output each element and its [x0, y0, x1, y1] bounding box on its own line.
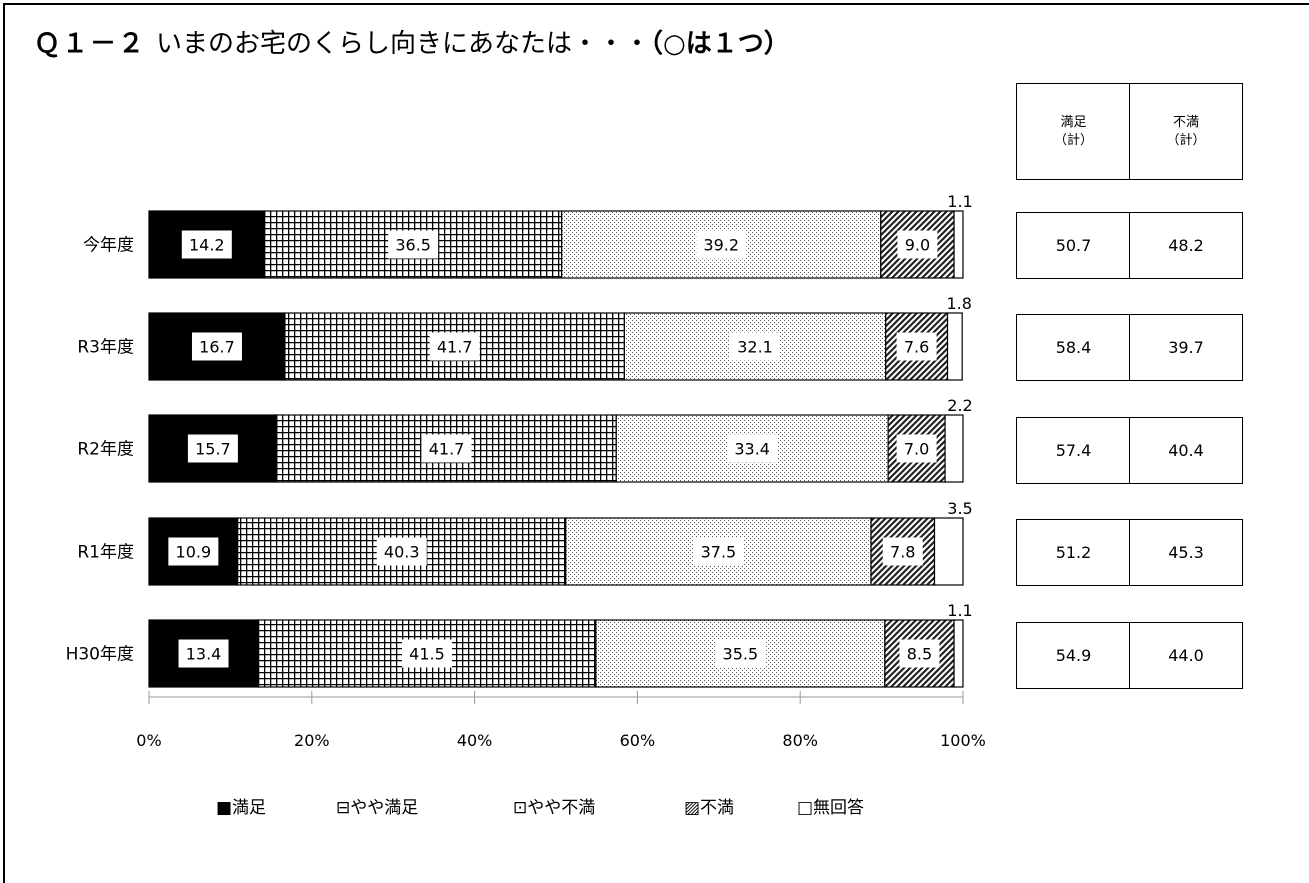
legend-item-dissatisfied: ▨不満	[684, 798, 734, 818]
satisfied-total-cell: 51.2	[1016, 519, 1131, 586]
data-label-box	[187, 434, 238, 463]
bar-segment-no-answer	[953, 210, 964, 279]
x-tick-label: 100%	[940, 731, 986, 750]
data-label-box	[727, 434, 778, 463]
data-label: 9.0	[905, 236, 930, 255]
data-label: 32.1	[737, 338, 773, 357]
data-label-box	[388, 230, 439, 259]
satisfied-total-cell: 50.7	[1016, 212, 1131, 279]
bar-segment-no-answer	[953, 619, 964, 688]
category-label: R1年度	[77, 543, 134, 563]
data-label-box	[896, 332, 937, 361]
data-label: 14.2	[189, 236, 225, 255]
dissatisfied-total-cell: 39.7	[1129, 314, 1243, 381]
data-label-box	[897, 230, 938, 259]
data-label: 7.0	[904, 440, 929, 459]
data-label-no-answer: 1.8	[946, 294, 971, 313]
data-label: 13.4	[186, 645, 222, 664]
header-sublabel: （計）	[1166, 132, 1206, 148]
data-label: 33.4	[734, 440, 770, 459]
dissatisfied-total-cell: 44.0	[1129, 622, 1243, 689]
data-label-box	[181, 230, 232, 259]
data-label-no-answer: 1.1	[947, 192, 972, 211]
data-label: 40.3	[384, 543, 420, 562]
data-label: 7.8	[890, 543, 915, 562]
data-label-box	[191, 332, 242, 361]
dissatisfied-total-cell: 45.3	[1129, 519, 1243, 586]
data-label: 10.9	[176, 543, 212, 562]
data-label: 7.6	[904, 338, 929, 357]
data-label-box	[715, 639, 766, 668]
data-label-box	[696, 230, 747, 259]
satisfied-total-cell: 54.9	[1016, 622, 1131, 689]
data-label: 15.7	[195, 440, 231, 459]
dissatisfied-total-cell: 40.4	[1129, 417, 1243, 484]
data-label-box	[730, 332, 781, 361]
category-label: 今年度	[83, 236, 134, 256]
data-label: 16.7	[199, 338, 235, 357]
bar-segment-no-answer	[933, 517, 964, 586]
data-label-box	[401, 639, 452, 668]
question-number: Ｑ１－２	[34, 29, 147, 59]
data-label-box	[421, 434, 472, 463]
chart-frame	[3, 3, 1309, 883]
header-dissatisfied-total: 不満 （計）	[1129, 83, 1243, 180]
x-tick-label: 40%	[457, 731, 493, 750]
data-label-box	[178, 639, 229, 668]
data-label-box	[168, 537, 219, 566]
category-label: R3年度	[77, 338, 134, 358]
data-label: 8.5	[907, 645, 932, 664]
data-label-no-answer: 3.5	[947, 499, 972, 518]
data-label: 37.5	[701, 543, 737, 562]
question-title: Ｑ１－２ いまのお宅のくらし向きにあなたは・・・（○は１つ）	[34, 24, 790, 64]
x-tick-label: 0%	[136, 731, 161, 750]
data-label-box	[693, 537, 744, 566]
header-label: 不満	[1172, 114, 1199, 130]
data-label: 35.5	[723, 645, 759, 664]
data-label-box	[882, 537, 923, 566]
x-tick-label: 20%	[294, 731, 330, 750]
legend-item-satisfied: ■満足	[216, 798, 266, 818]
dissatisfied-total-cell: 48.2	[1129, 212, 1243, 279]
bar-segment-no-answer	[946, 312, 963, 381]
bar-segment-no-answer	[944, 414, 964, 483]
data-label-box	[376, 537, 427, 566]
satisfied-total-cell: 58.4	[1016, 314, 1131, 381]
legend-item-somewhat-dissatisfied: ⊡やや不満	[513, 798, 595, 818]
data-label-box	[899, 639, 940, 668]
data-label-no-answer: 2.2	[947, 396, 972, 415]
legend-item-somewhat-satisfied: ⊟やや満足	[336, 798, 418, 818]
data-label-no-answer: 1.1	[947, 601, 972, 620]
data-label: 41.5	[409, 645, 445, 664]
data-label: 41.7	[437, 338, 473, 357]
header-satisfied-total: 満足 （計）	[1016, 83, 1131, 180]
x-tick-label: 80%	[782, 731, 818, 750]
question-note: （○は１つ）	[650, 29, 790, 59]
satisfied-total-cell: 57.4	[1016, 417, 1131, 484]
header-label: 満足	[1060, 114, 1087, 130]
data-label: 39.2	[703, 236, 739, 255]
data-label-box	[429, 332, 480, 361]
category-label: R2年度	[77, 440, 134, 460]
legend-item-no-answer: □無回答	[797, 798, 864, 818]
data-label: 41.7	[429, 440, 465, 459]
x-tick-label: 60%	[620, 731, 656, 750]
data-label: 36.5	[395, 236, 431, 255]
data-label-box	[896, 434, 937, 463]
header-sublabel: （計）	[1053, 132, 1093, 148]
question-text: いまのお宅のくらし向きにあなたは・・・	[156, 29, 651, 59]
category-label: H30年度	[66, 645, 134, 665]
